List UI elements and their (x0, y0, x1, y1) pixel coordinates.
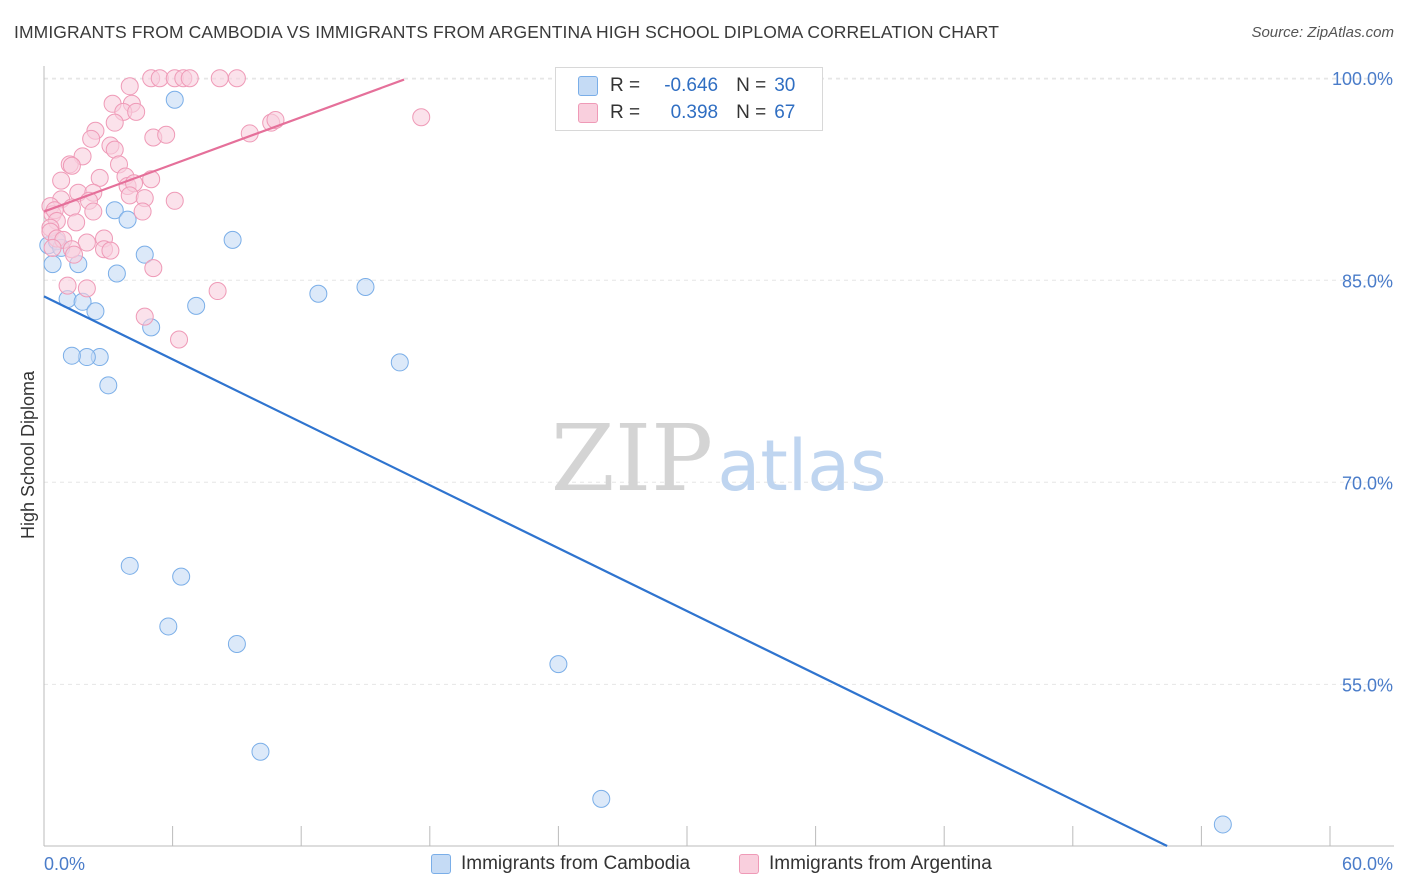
argentina-point (150, 69, 169, 88)
cambodia-point (99, 376, 118, 395)
cambodia-legend-icon (431, 854, 451, 874)
cambodia-point (227, 634, 246, 653)
cambodia-point (251, 742, 270, 761)
legend-n-label: N = (736, 75, 767, 96)
argentina-point (127, 102, 146, 121)
cambodia-point (107, 264, 126, 283)
cambodia-point (120, 556, 139, 575)
cambodia-trend-line (43, 295, 1168, 847)
cambodia-point (159, 617, 178, 636)
cambodia-point (43, 255, 62, 274)
legend-row-argentina: R = 0.398 N = 67 (578, 100, 795, 126)
argentina-trend-line (43, 78, 405, 213)
cambodia-point (77, 348, 96, 367)
cambodia-point (105, 201, 124, 220)
cambodia-point (187, 296, 206, 315)
argentina-point (105, 140, 124, 159)
axes (43, 66, 1394, 847)
argentina-point (52, 171, 71, 190)
y-tick-label: 100.0% (1332, 69, 1393, 89)
x-tick-label: 0.0% (44, 854, 85, 874)
watermark: ZIP atlas (551, 405, 887, 512)
argentina-point (208, 282, 227, 301)
cambodia-point (118, 210, 137, 229)
trend-lines (43, 78, 1168, 847)
argentina-point (84, 202, 103, 221)
argentina-legend-icon (739, 854, 759, 874)
cambodia-point (62, 346, 81, 365)
argentina-point (180, 69, 199, 88)
cambodia-point (223, 230, 242, 249)
argentina-point (82, 129, 101, 148)
legend-row-cambodia: R = -0.646 N = 30 (578, 73, 795, 99)
cambodia-point (135, 245, 154, 264)
argentina-point (120, 186, 139, 205)
cambodia-swatch-icon (578, 76, 598, 96)
argentina-point (227, 69, 246, 88)
argentina-point (412, 108, 431, 127)
argentina-point (101, 241, 120, 260)
argentina-point (43, 238, 62, 257)
cambodia-point (390, 353, 409, 372)
argentina-point (210, 69, 229, 88)
gridlines (44, 77, 1394, 685)
legend-r-label: R = (610, 75, 641, 96)
legend-r-value: -0.646 (664, 75, 719, 96)
legend-n-value: 67 (774, 102, 796, 123)
argentina-point (133, 202, 152, 221)
cambodia-point (165, 90, 184, 109)
argentina-point (77, 279, 96, 298)
data-points (39, 69, 1232, 834)
watermark-zip: ZIP (551, 405, 713, 512)
cambodia-point (309, 284, 328, 303)
series-legend-cambodia: Immigrants from Cambodia (431, 851, 690, 877)
tick-labels: 100.0% 85.0% 70.0% 55.0% 0.0% 60.0% High Schoo… (18, 69, 1393, 874)
argentina-point (58, 276, 77, 295)
argentina-point (135, 307, 154, 326)
y-tick-label: 55.0% (1342, 675, 1393, 695)
series-name-argentina: Immigrants from Argentina (769, 853, 992, 874)
argentina-point (170, 330, 189, 349)
argentina-point (65, 245, 84, 264)
watermark-atlas: atlas (717, 425, 886, 507)
argentina-point (165, 191, 184, 210)
cambodia-point (549, 655, 568, 674)
chart-title: IMMIGRANTS FROM CAMBODIA VS IMMIGRANTS F… (14, 22, 999, 42)
source-credit: Source: ZipAtlas.com (1251, 24, 1394, 41)
cambodia-point (1213, 815, 1232, 834)
argentina-swatch-icon (578, 103, 598, 123)
argentina-point (67, 213, 86, 232)
y-tick-label: 70.0% (1342, 473, 1393, 493)
y-tick-label: 85.0% (1342, 271, 1393, 291)
series-name-cambodia: Immigrants from Cambodia (461, 853, 691, 874)
argentina-point (157, 125, 176, 144)
argentina-point (144, 259, 163, 278)
argentina-point (77, 233, 96, 252)
y-axis-label: High School Diploma (18, 370, 38, 539)
cambodia-point (356, 277, 375, 296)
series-legend-argentina: Immigrants from Argentina (739, 851, 992, 877)
legend-n-label: N = (736, 102, 767, 123)
legend-r-value: 0.398 (670, 102, 719, 123)
x-tick-label: 60.0% (1342, 854, 1393, 874)
legend-r-label: R = (610, 102, 641, 123)
legend-n-value: 30 (774, 75, 796, 96)
argentina-point (62, 156, 81, 175)
cambodia-point (592, 789, 611, 808)
argentina-point (90, 168, 109, 187)
cambodia-point (172, 567, 191, 586)
cambodia-point (86, 302, 105, 321)
correlation-legend: R = -0.646 N = 30 R = 0.398 N = 67 (555, 67, 823, 131)
argentina-point (105, 113, 124, 132)
argentina-point (120, 77, 139, 96)
